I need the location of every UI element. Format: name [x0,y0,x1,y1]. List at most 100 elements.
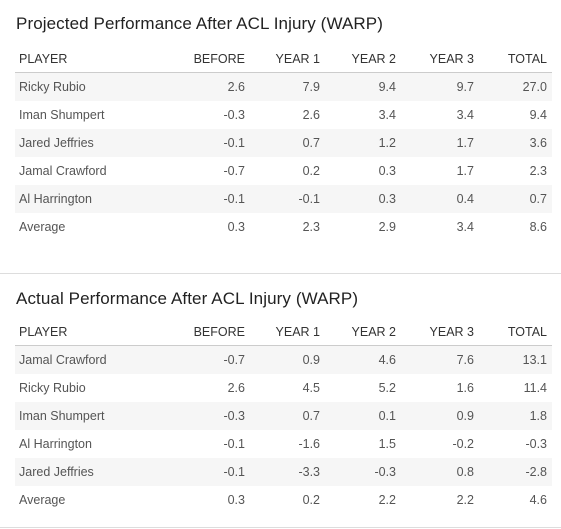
total-cell: 13.1 [474,345,552,374]
year-2-cell: 0.3 [320,185,396,213]
column-header-year-2: YEAR 2 [320,318,396,346]
total-cell: 11.4 [523,381,547,395]
average-row: Average 0.3 2.3 2.9 3.4 8.6 [15,213,552,241]
year-1-cell: 0.9 [245,345,320,374]
player-cell: Iman Shumpert [19,108,105,122]
column-header-year-2: YEAR 2 [320,45,396,73]
year-1-cell: -0.1 [245,185,320,213]
column-header-total: TOTAL [474,45,552,73]
year-3-cell: 7.6 [396,345,474,374]
total-cell: 0.7 [474,185,552,213]
player-cell: Jared Jeffries [15,458,169,486]
column-header-total: TOTAL [474,318,552,346]
table-row: Jared Jeffries -0.1 -3.3 -0.3 0.8 -2.8 [15,458,552,486]
total-cell: 8.6 [529,220,547,234]
total-cell: 1.8 [474,402,552,430]
table-row: Al Harrington -0.1 -0.1 0.3 0.4 0.7 [15,185,552,213]
year-2-cell: 2.9 [378,220,396,234]
column-header-year-1: YEAR 1 [245,318,320,346]
column-header-player: PLAYER [15,45,169,73]
year-2-cell: 9.4 [320,72,396,101]
total-cell: 27.0 [474,72,552,101]
table-row: Jamal Crawford -0.7 0.9 4.6 7.6 13.1 [15,345,552,374]
average-row: Average 0.3 0.2 2.2 2.2 4.6 [15,486,552,514]
total-cell: 9.4 [529,108,547,122]
before-cell: 0.3 [227,493,245,507]
year-2-cell: 2.2 [378,493,396,507]
year-3-cell: 3.4 [456,220,474,234]
year-1-cell: 7.9 [245,72,320,101]
projected-table-title: Projected Performance After ACL Injury (… [16,14,383,33]
column-header-year-3: YEAR 3 [396,45,474,73]
before-cell: 2.6 [169,72,245,101]
year-3-cell: 0.9 [396,402,474,430]
year-2-cell: 1.2 [320,129,396,157]
column-header-before: BEFORE [169,45,245,73]
table-row: Al Harrington -0.1 -1.6 1.5 -0.2 -0.3 [15,430,552,458]
player-cell: Al Harrington [15,185,169,213]
column-header-year-1: YEAR 1 [245,45,320,73]
year-1-cell: -3.3 [245,458,320,486]
year-3-cell: -0.2 [452,437,474,451]
year-3-cell: 1.6 [456,381,474,395]
before-cell: -0.1 [169,129,245,157]
year-3-cell: 9.7 [396,72,474,101]
year-3-cell: 2.2 [456,493,474,507]
year-1-cell: 0.7 [245,402,320,430]
before-cell: 2.6 [227,381,245,395]
year-2-cell: 5.2 [378,381,396,395]
table-row: Ricky Rubio 2.6 4.5 5.2 1.6 11.4 [15,374,552,402]
table-row: Ricky Rubio 2.6 7.9 9.4 9.7 27.0 [15,72,552,101]
year-1-cell: 2.3 [302,220,320,234]
year-2-cell: 0.3 [378,164,396,178]
total-cell: 4.6 [529,493,547,507]
year-3-cell: 0.4 [396,185,474,213]
section-divider [0,273,561,274]
player-cell: Al Harrington [19,437,92,451]
year-1-cell: -1.6 [298,437,320,451]
actual-table-title: Actual Performance After ACL Injury (WAR… [16,289,359,308]
before-cell: -0.7 [223,164,245,178]
player-cell: Jamal Crawford [19,164,107,178]
year-1-cell: 4.5 [302,381,320,395]
total-cell: -0.3 [525,437,547,451]
table-header-row: PLAYER BEFORE YEAR 1 YEAR 2 YEAR 3 TOTAL [15,45,552,73]
player-cell: Jared Jeffries [15,129,169,157]
section-divider [0,527,561,528]
before-cell: -0.3 [223,108,245,122]
actual-performance-table: PLAYER BEFORE YEAR 1 YEAR 2 YEAR 3 TOTAL… [15,318,552,514]
table-row: Iman Shumpert -0.3 2.6 3.4 3.4 9.4 [15,101,552,129]
column-header-before: BEFORE [169,318,245,346]
before-cell: 0.3 [227,220,245,234]
table-row: Iman Shumpert -0.3 0.7 0.1 0.9 1.8 [15,402,552,430]
before-cell: -0.1 [169,458,245,486]
year-2-cell: 0.1 [320,402,396,430]
player-cell: Ricky Rubio [19,381,86,395]
year-2-cell: -0.3 [320,458,396,486]
before-cell: -0.1 [223,437,245,451]
projected-performance-table: PLAYER BEFORE YEAR 1 YEAR 2 YEAR 3 TOTAL… [15,45,552,241]
year-2-cell: 1.5 [378,437,396,451]
before-cell: -0.7 [169,345,245,374]
player-cell: Iman Shumpert [15,402,169,430]
table-header-row: PLAYER BEFORE YEAR 1 YEAR 2 YEAR 3 TOTAL [15,318,552,346]
table-row: Jared Jeffries -0.1 0.7 1.2 1.7 3.6 [15,129,552,157]
year-1-cell: 0.2 [302,164,320,178]
year-1-cell: 0.2 [302,493,320,507]
column-header-player: PLAYER [15,318,169,346]
total-cell: 2.3 [529,164,547,178]
table-row: Jamal Crawford -0.7 0.2 0.3 1.7 2.3 [15,157,552,185]
column-header-year-3: YEAR 3 [396,318,474,346]
player-cell: Ricky Rubio [15,72,169,101]
year-2-cell: 4.6 [320,345,396,374]
year-1-cell: 0.7 [245,129,320,157]
year-1-cell: 2.6 [302,108,320,122]
year-3-cell: 1.7 [396,129,474,157]
player-cell: Jamal Crawford [15,345,169,374]
total-cell: 3.6 [474,129,552,157]
player-cell: Average [19,493,66,507]
year-3-cell: 1.7 [456,164,474,178]
total-cell: -2.8 [474,458,552,486]
before-cell: -0.1 [169,185,245,213]
player-cell: Average [19,220,66,234]
